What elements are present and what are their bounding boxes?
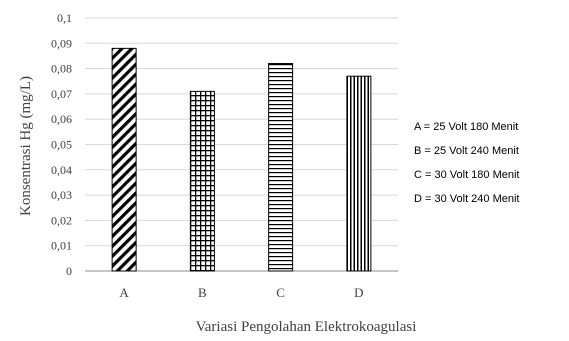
x-tick-label: C xyxy=(276,285,285,300)
y-tick-label: 0,01 xyxy=(51,239,72,253)
gridlines xyxy=(85,17,398,247)
bar-a xyxy=(111,47,137,272)
y-tick-label: 0,04 xyxy=(51,163,72,177)
y-tick-label: 0,09 xyxy=(51,36,72,50)
bar-d xyxy=(346,75,372,272)
legend-item-b: B = 25 Volt 240 Menit xyxy=(414,145,519,157)
legend-item-d: D = 30 Volt 240 Menit xyxy=(414,193,519,205)
x-tick-label: D xyxy=(354,285,363,300)
y-tick-label: 0,06 xyxy=(51,112,72,126)
y-tick-label: 0,08 xyxy=(51,62,72,76)
legend-item-c: C = 30 Volt 180 Menit xyxy=(414,169,519,181)
legend: A = 25 Volt 180 Menit B = 25 Volt 240 Me… xyxy=(414,121,519,205)
bar-c xyxy=(268,63,294,272)
y-tick-label: 0,07 xyxy=(51,87,72,101)
y-tick-label: 0,05 xyxy=(51,138,72,152)
x-axis-label: Variasi Pengolahan Elektrokoagulasi xyxy=(196,319,417,335)
y-tick-label: 0,1 xyxy=(57,11,72,25)
legend-item-a: A = 25 Volt 180 Menit xyxy=(414,121,518,133)
y-tick-label: 0,02 xyxy=(51,213,72,227)
y-tick-label: 0 xyxy=(66,264,72,278)
bars xyxy=(111,47,372,272)
y-axis-label: Konsentrasi Hg (mg/L) xyxy=(18,76,34,216)
bar-b xyxy=(189,90,215,272)
x-tick-labels: A B C D xyxy=(119,285,363,300)
y-tick-label: 0,03 xyxy=(51,188,72,202)
x-tick-label: A xyxy=(119,285,129,300)
x-tick-label: B xyxy=(198,285,207,300)
y-tick-labels: 0 0,01 0,02 0,03 0,04 0,05 0,06 0,07 0,08 0,09 0,1 xyxy=(51,11,72,278)
